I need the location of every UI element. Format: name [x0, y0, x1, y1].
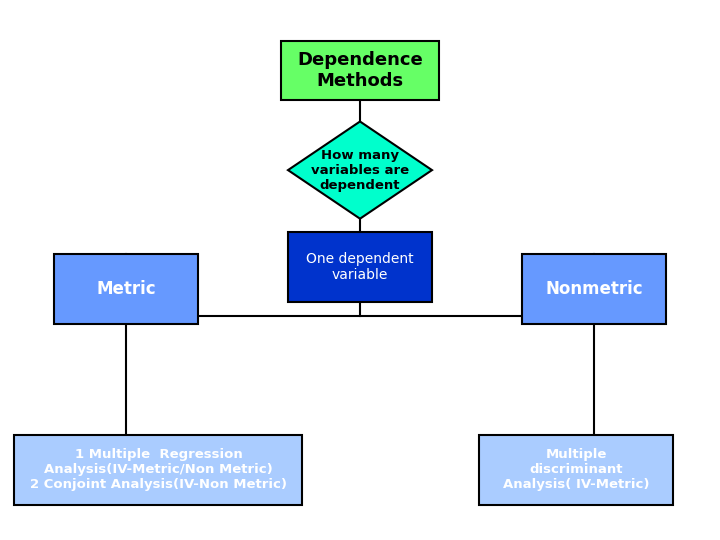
FancyBboxPatch shape — [522, 254, 666, 324]
FancyBboxPatch shape — [281, 40, 439, 100]
Text: How many
variables are
dependent: How many variables are dependent — [311, 148, 409, 192]
FancyBboxPatch shape — [479, 435, 673, 505]
Text: One dependent
variable: One dependent variable — [306, 252, 414, 282]
FancyBboxPatch shape — [288, 232, 432, 302]
Text: Metric: Metric — [96, 280, 156, 298]
Text: Dependence
Methods: Dependence Methods — [297, 51, 423, 90]
Text: 1 Multiple  Regression
Analysis(IV-Metric/Non Metric)
2 Conjoint Analysis(IV-Non: 1 Multiple Regression Analysis(IV-Metric… — [30, 448, 287, 491]
FancyBboxPatch shape — [54, 254, 198, 324]
Text: Nonmetric: Nonmetric — [545, 280, 643, 298]
Polygon shape — [288, 122, 432, 219]
FancyBboxPatch shape — [14, 435, 302, 505]
Text: Multiple
discriminant
Analysis( IV-Metric): Multiple discriminant Analysis( IV-Metri… — [503, 448, 649, 491]
